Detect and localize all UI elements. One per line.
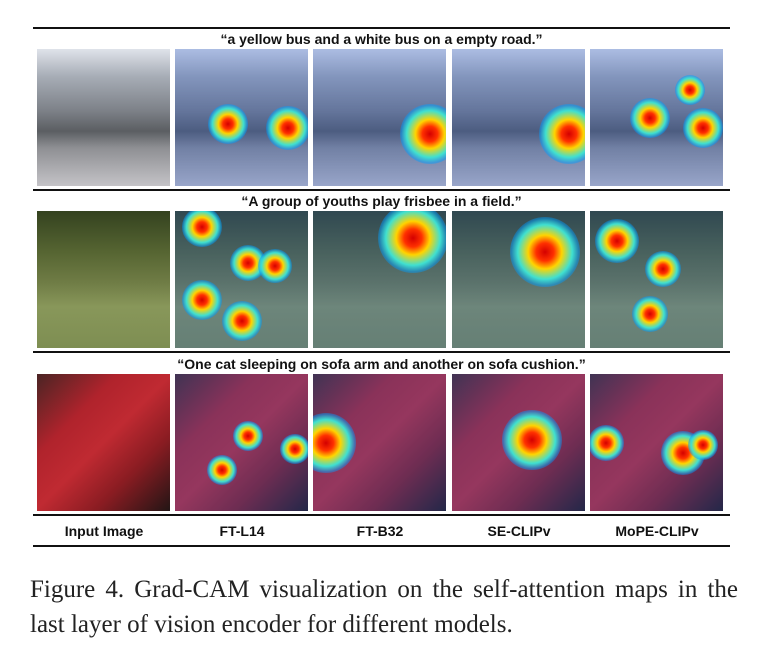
rule bbox=[33, 545, 730, 547]
heatmap-spot bbox=[674, 75, 705, 106]
rule bbox=[33, 514, 730, 516]
rule bbox=[33, 351, 730, 353]
rule bbox=[33, 27, 730, 29]
heatmap-spot bbox=[266, 106, 308, 151]
thumbnail bbox=[313, 211, 446, 348]
heatmap-spot bbox=[539, 103, 585, 164]
heatmap-spot bbox=[631, 295, 668, 332]
thumbnail bbox=[37, 374, 170, 511]
thumbnail bbox=[452, 211, 585, 348]
thumbnail bbox=[590, 211, 723, 348]
heatmap-spot bbox=[688, 430, 719, 461]
heatmap-spot bbox=[181, 280, 222, 321]
thumbnail bbox=[175, 211, 308, 348]
heatmap-spot bbox=[233, 420, 264, 451]
column-label: Input Image bbox=[64, 523, 144, 539]
heatmap-spot bbox=[208, 104, 249, 145]
row-prompt: “One cat sleeping on sofa arm and anothe… bbox=[177, 356, 586, 372]
heatmap-spot bbox=[181, 211, 222, 248]
heatmap-spot bbox=[279, 434, 308, 465]
rule bbox=[33, 189, 730, 191]
heatmap-spot bbox=[206, 454, 237, 485]
row-prompt: “a yellow bus and a white bus on a empty… bbox=[220, 31, 543, 47]
figure-caption: Figure 4. Grad-CAM visualization on the … bbox=[30, 576, 738, 638]
heatmap-spot bbox=[594, 219, 639, 264]
thumbnail bbox=[37, 211, 170, 348]
thumbnail bbox=[452, 374, 585, 511]
heatmap-spot bbox=[257, 248, 292, 283]
heatmap-spot bbox=[645, 250, 682, 287]
heatmap-spot bbox=[377, 211, 446, 274]
heatmap-spot bbox=[510, 217, 581, 288]
heatmap-spot bbox=[590, 424, 624, 461]
thumbnail bbox=[37, 49, 170, 186]
heatmap-spot bbox=[501, 409, 562, 470]
heatmap-spot bbox=[221, 300, 262, 341]
heatmap-spot bbox=[629, 97, 670, 138]
thumbnail bbox=[175, 49, 308, 186]
column-label: SE-CLIPv bbox=[487, 523, 551, 539]
column-label: MoPE-CLIPv bbox=[615, 523, 699, 539]
thumbnail bbox=[313, 374, 446, 511]
thumbnail bbox=[452, 49, 585, 186]
column-label: FT-B32 bbox=[356, 523, 404, 539]
thumbnail bbox=[590, 374, 723, 511]
thumbnail bbox=[590, 49, 723, 186]
heatmap-spot bbox=[400, 103, 446, 164]
thumbnail bbox=[313, 49, 446, 186]
thumbnail bbox=[175, 374, 308, 511]
heatmap-spot bbox=[683, 108, 723, 149]
row-prompt: “A group of youths play frisbee in a fie… bbox=[241, 193, 522, 209]
column-label: FT-L14 bbox=[219, 523, 265, 539]
